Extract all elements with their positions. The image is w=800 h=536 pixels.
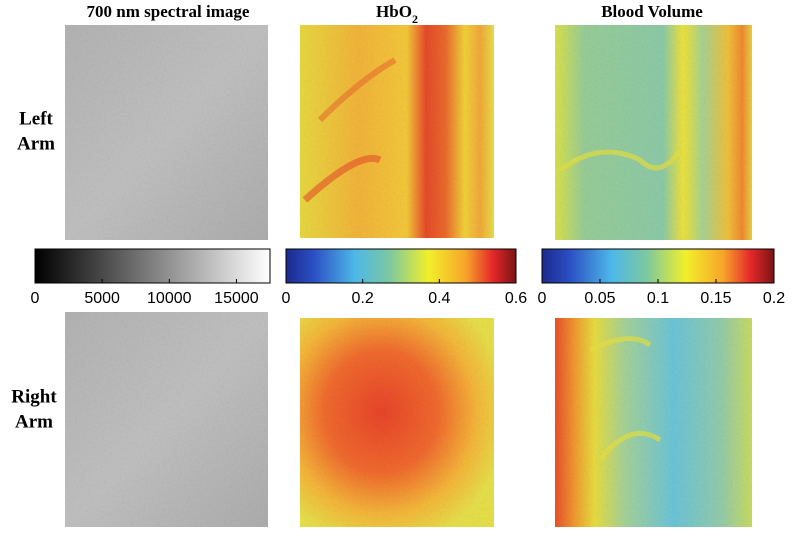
tick-label: 0.6 [505,290,527,307]
colorbar [541,248,775,284]
noise [300,318,494,527]
noise [555,318,752,527]
noise [555,25,752,240]
tick-label: 0 [538,290,547,307]
texture [65,25,752,527]
tick-label: 15000 [214,290,259,307]
image-panels [65,25,752,527]
row-label: Right [11,386,57,407]
tick-label: 0.4 [428,290,450,307]
tick-label: 10000 [147,290,192,307]
noise [65,25,268,240]
noise [300,25,494,238]
tick-label: 0 [282,290,291,307]
noise [65,312,268,527]
column-title: HbO2 [376,2,418,26]
row-label: Left [19,108,53,129]
column-title: Blood Volume [601,2,703,21]
tick-label: 0.1 [647,290,669,307]
tick-label: 0.15 [700,290,731,307]
tick-label: 0.2 [352,290,374,307]
tick-label: 0.05 [584,290,615,307]
row-label: Arm [15,411,53,432]
colorbar [34,248,271,284]
column-title: 700 nm spectral image [87,2,250,21]
tick-label: 0.2 [763,290,785,307]
colorbar [285,248,517,284]
title-subscript: 2 [412,12,418,26]
title-text: HbO [376,2,412,21]
tick-label: 0 [31,290,40,307]
tick-label: 5000 [84,290,120,307]
row-label: Arm [17,133,55,154]
